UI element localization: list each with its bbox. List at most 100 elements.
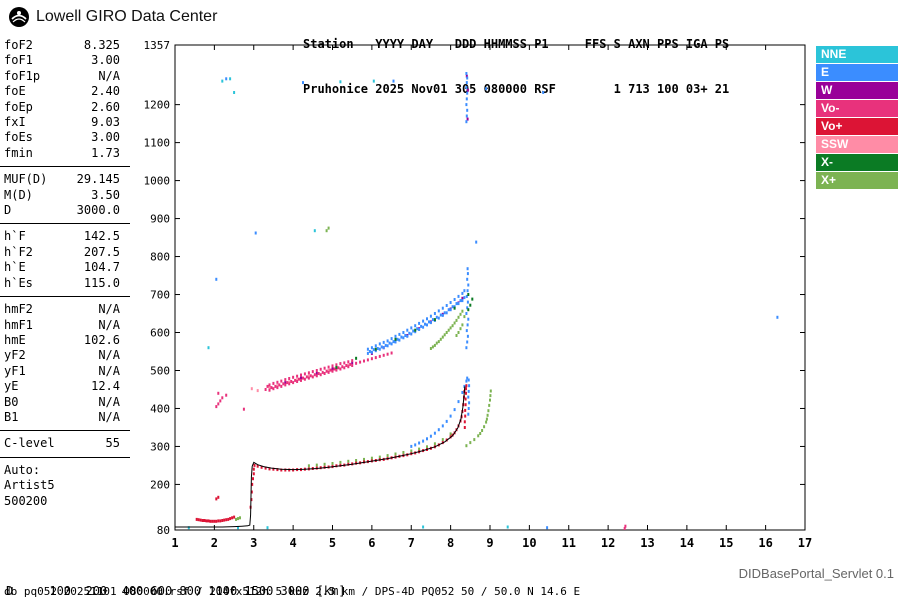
auto-info-line-1: Artist5 xyxy=(4,478,55,493)
param-label: hmF1 xyxy=(4,317,33,332)
echo-point xyxy=(466,91,469,95)
param-label: h`F xyxy=(4,229,26,244)
echo-point xyxy=(315,374,318,378)
param-row-fof1p: foF1p N/A xyxy=(0,69,132,84)
echo-point xyxy=(209,519,212,523)
echo-point xyxy=(459,312,462,316)
echo-point xyxy=(296,374,299,378)
echo-point xyxy=(386,344,389,348)
echo-point xyxy=(343,366,346,370)
echo-point xyxy=(422,319,425,323)
echo-point xyxy=(335,368,338,372)
echo-point xyxy=(418,328,421,331)
echo-point xyxy=(207,519,210,523)
echo-point xyxy=(465,72,468,75)
echo-point xyxy=(422,525,425,529)
param-value: N/A xyxy=(98,317,120,332)
echo-point xyxy=(449,301,452,304)
echo-point xyxy=(292,381,295,385)
echo-point xyxy=(382,340,385,344)
echo-point xyxy=(231,516,234,520)
echo-point xyxy=(341,365,344,369)
x-tick-label: 16 xyxy=(758,536,772,550)
param-value: 142.5 xyxy=(83,229,120,244)
param-row-fxi: fxI 9.03 xyxy=(0,115,132,130)
echo-point xyxy=(422,439,425,443)
echo-series-x xyxy=(335,293,474,369)
echo-point xyxy=(286,381,289,385)
echo-point xyxy=(296,378,299,382)
echo-point xyxy=(207,346,210,350)
echo-point xyxy=(333,367,336,371)
echo-point xyxy=(300,376,302,380)
echo-point xyxy=(489,398,491,402)
echo-point xyxy=(466,277,469,281)
echo-point xyxy=(288,377,291,380)
echo-point xyxy=(187,526,190,530)
echo-point xyxy=(221,519,224,522)
param-label: fxI xyxy=(4,115,26,130)
echo-point xyxy=(370,357,373,361)
x-tick-label: 5 xyxy=(329,536,336,550)
echo-point xyxy=(370,346,373,350)
echo-point xyxy=(457,294,460,298)
echo-point xyxy=(294,378,297,382)
echo-point xyxy=(199,518,202,522)
echo-point xyxy=(378,354,381,358)
x-tick-label: 15 xyxy=(719,536,733,550)
param-row-fof1: foF1 3.00 xyxy=(0,53,132,68)
echo-point xyxy=(300,373,302,377)
echo-point xyxy=(386,454,389,458)
echo-point xyxy=(466,376,469,380)
echo-point xyxy=(443,333,446,337)
echo-series-e xyxy=(215,72,779,530)
param-value: 3.00 xyxy=(91,130,120,145)
x-tick-label: 10 xyxy=(522,536,536,550)
echo-point xyxy=(435,341,438,345)
param-label: yF1 xyxy=(4,363,26,378)
echo-point xyxy=(331,367,334,371)
echo-point xyxy=(217,402,220,406)
echo-point xyxy=(475,240,478,244)
echo-point xyxy=(268,383,271,387)
echo-point xyxy=(449,432,452,436)
echo-point xyxy=(311,375,314,379)
echo-point xyxy=(433,431,436,435)
echo-point xyxy=(215,497,218,501)
echo-point xyxy=(315,463,318,467)
echo-point xyxy=(378,347,381,351)
echo-point xyxy=(370,456,373,460)
echo-point xyxy=(394,340,397,344)
param-value: 2.60 xyxy=(91,99,120,114)
param-label: foF2 xyxy=(4,38,33,52)
echo-point xyxy=(390,342,393,346)
echo-point xyxy=(466,117,469,121)
param-label: hmE xyxy=(4,332,26,347)
echo-point xyxy=(250,490,253,494)
echo-point xyxy=(485,417,488,421)
echo-point xyxy=(410,449,413,453)
echo-point xyxy=(449,414,452,418)
echo-point xyxy=(284,381,287,385)
echo-point xyxy=(323,372,326,375)
echo-point xyxy=(439,337,442,341)
echo-point xyxy=(483,425,486,429)
x-tick-label: 13 xyxy=(640,536,654,550)
y-tick-label: 600 xyxy=(150,327,170,340)
y-tick-label: 800 xyxy=(150,251,170,264)
echo-point xyxy=(268,386,271,390)
param-value: 1.73 xyxy=(91,145,120,160)
echo-point xyxy=(465,384,468,388)
echo-point xyxy=(467,293,470,296)
echo-point xyxy=(327,365,330,369)
echo-point xyxy=(426,445,428,449)
echo-point xyxy=(546,526,549,530)
echo-direction-legend: NNE E W Vo- Vo+ SSW X- X+ xyxy=(816,46,898,190)
app-title: Lowell GIRO Data Center xyxy=(36,8,218,25)
param-row-d: D 3000.0 xyxy=(0,203,132,218)
x-tick-label: 1 xyxy=(171,536,178,550)
echo-point xyxy=(256,464,259,468)
echo-point xyxy=(315,372,318,375)
echo-point xyxy=(363,457,365,461)
y-tick-label: 500 xyxy=(150,364,170,377)
